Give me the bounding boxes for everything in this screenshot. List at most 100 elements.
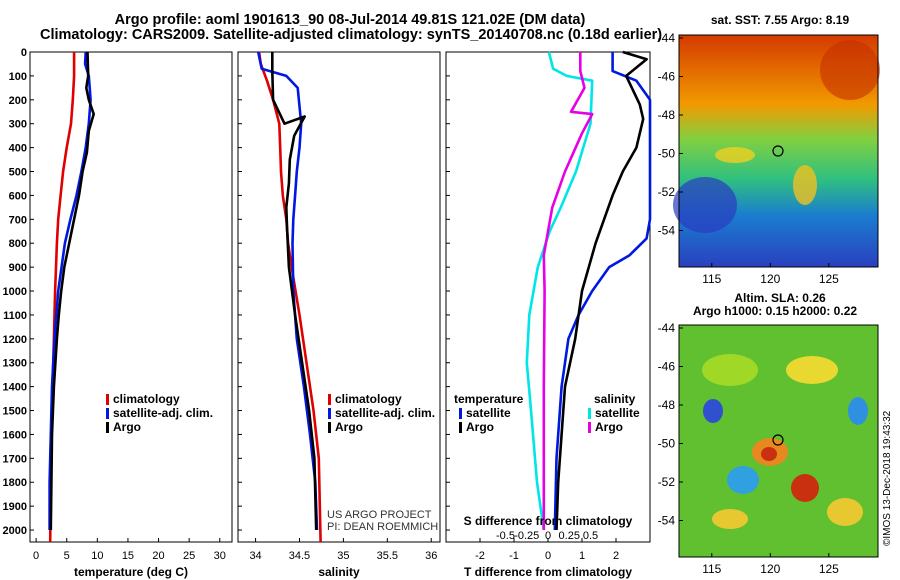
map-x-tick-label: 120	[760, 272, 780, 286]
sla-map-title2: Argo h1000: 0.15 h2000: 0.22	[693, 304, 857, 318]
map-y-tick-label: -54	[658, 224, 676, 238]
legend-swatch-satellite	[106, 408, 109, 419]
top-x-tick-label: -0.25	[514, 530, 539, 542]
x-tick-label: 30	[214, 550, 226, 562]
y-tick-label: 1800	[3, 477, 27, 489]
salinity-xlabel: salinity	[318, 565, 360, 579]
x-tick-label: 36	[425, 550, 437, 562]
salinity-plot: 34 34.5 35 35.5 36	[238, 51, 437, 562]
legend-label-t-argo: Argo	[466, 420, 494, 434]
series-line-satellite	[48, 51, 92, 530]
x-tick-label: 35.5	[377, 550, 398, 562]
sst-map	[673, 34, 880, 268]
top-x-tick-label: -0.5	[496, 530, 515, 542]
map-y-tick-label: -44	[658, 321, 676, 335]
legend-label-climatology: climatology	[113, 392, 180, 406]
sst-map-title: sat. SST: 7.55 Argo: 8.19	[711, 13, 850, 27]
y-tick-label: 0	[21, 47, 27, 59]
y-tick-label: 1000	[3, 286, 27, 298]
top-x-tick-label: 0.5	[583, 530, 598, 542]
y-tick-label: 600	[9, 190, 27, 202]
x-tick-label: 35	[337, 550, 349, 562]
legend-label-satellite: satellite-adj. clim.	[113, 406, 213, 420]
sst-eddy-patch	[793, 165, 817, 205]
map-y-tick-label: -52	[658, 185, 676, 199]
sst-front-patch	[715, 147, 755, 163]
y-tick-label: 200	[9, 95, 27, 107]
x-tick-label: 5	[64, 550, 70, 562]
y-tick-label: 2000	[3, 525, 27, 537]
x-tick-label: 0	[545, 550, 551, 562]
figure-title-line1: Argo profile: aoml 1901613_90 08-Jul-201…	[114, 12, 586, 28]
series-line-climatology	[257, 51, 322, 543]
x-tick-label: 2	[613, 550, 619, 562]
difference-top-xlabel: S difference from climatology	[464, 514, 633, 528]
y-tick-label: 900	[9, 262, 27, 274]
imos-stamp: ©IMOS 13-Dec-2018 19:43:32	[882, 410, 893, 546]
legend-label-t-satellite: satellite	[466, 406, 511, 420]
map-y-tick-label: -50	[658, 437, 676, 451]
legend-label-s-satellite: satellite	[595, 406, 640, 420]
series-line-argo	[270, 52, 318, 531]
sla-patch	[786, 356, 838, 384]
legend-label-argo: Argo	[113, 420, 141, 434]
series-line-s_argo	[542, 52, 594, 530]
series-line-argo	[49, 51, 95, 531]
series-line-satellite	[553, 52, 652, 531]
legend-title-temperature: temperature	[454, 392, 524, 406]
sst-warm-patch	[820, 40, 880, 100]
y-tick-label: 1300	[3, 358, 27, 370]
legend-swatch-satellite	[328, 408, 331, 419]
legend-label-argo: Argo	[335, 420, 363, 434]
map-x-tick-label: 125	[819, 562, 839, 576]
argo-location-marker	[772, 434, 784, 446]
project-credit: US ARGO PROJECT	[327, 509, 432, 521]
sla-map-axes: 115 120 125 -44 -46 -48 -50 -52 -54	[658, 321, 840, 576]
legend-swatch-argo	[328, 422, 331, 433]
y-tick-label: 1900	[3, 501, 27, 513]
legend-swatch-s-argo	[588, 422, 591, 433]
y-tick-label: 300	[9, 119, 27, 131]
sla-high-core	[761, 447, 777, 461]
top-x-tick-label: 0	[545, 530, 551, 542]
temperature-plot: 0100200300400500600700800900100011001200…	[3, 47, 226, 562]
x-tick-label: 25	[183, 550, 195, 562]
legend-swatch-argo	[106, 422, 109, 433]
figure-title-line2: Climatology: CARS2009. Satellite-adjuste…	[40, 27, 663, 43]
map-y-tick-label: -52	[658, 475, 676, 489]
argo-location-marker	[772, 145, 784, 157]
x-tick-label: 34	[249, 550, 261, 562]
sst-map-axes: 115 120 125 -44 -46 -48 -50 -52 -54	[658, 31, 840, 286]
y-tick-label: 1400	[3, 382, 27, 394]
legend-title-salinity: salinity	[594, 392, 636, 406]
y-tick-label: 1200	[3, 334, 27, 346]
difference-legend: temperature satellite Argo salinity sate…	[454, 392, 640, 434]
temperature-axes-frame	[29, 51, 233, 543]
series-line-climatology	[48, 52, 76, 543]
sla-patch	[702, 354, 758, 386]
x-tick-label: 15	[122, 550, 134, 562]
x-tick-label: 1	[579, 550, 585, 562]
map-x-tick-label: 120	[760, 562, 780, 576]
salinity-legend: climatology satellite-adj. clim. Argo	[328, 392, 435, 434]
map-x-tick-label: 115	[702, 562, 721, 576]
sst-map-frame	[678, 34, 879, 268]
sla-low-patch	[848, 397, 868, 425]
y-tick-label: 500	[9, 167, 27, 179]
map-y-tick-label: -50	[658, 147, 676, 161]
difference-axes-frame	[445, 51, 651, 543]
map-y-tick-label: -48	[658, 398, 676, 412]
temperature-legend: climatology satellite-adj. clim. Argo	[106, 392, 213, 434]
y-tick-label: 800	[9, 238, 27, 250]
y-tick-label: 100	[9, 71, 27, 83]
y-tick-label: 1500	[3, 406, 27, 418]
map-y-tick-label: -54	[658, 514, 676, 528]
sla-patch	[827, 498, 863, 526]
top-x-tick-label: 0.25	[559, 530, 580, 542]
y-tick-label: 1700	[3, 453, 27, 465]
legend-label-climatology: climatology	[335, 392, 402, 406]
map-x-tick-label: 125	[819, 272, 839, 286]
sla-map-title1: Altim. SLA: 0.26	[734, 291, 826, 305]
legend-swatch-climatology	[106, 394, 109, 405]
legend-swatch-t-satellite	[459, 408, 462, 419]
